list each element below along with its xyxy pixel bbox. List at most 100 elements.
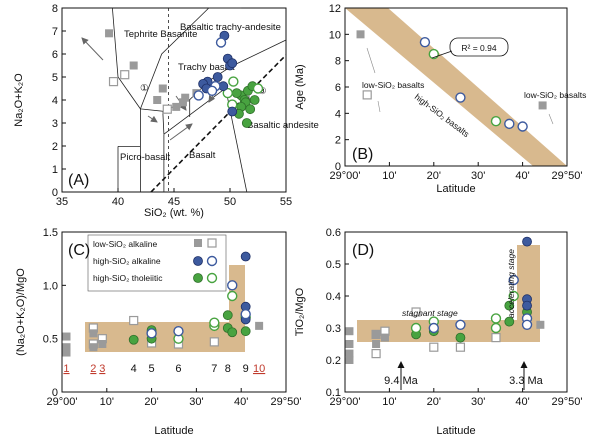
legend-green-filled	[193, 273, 203, 283]
site-label: 2	[90, 363, 96, 375]
xtick-label: 29°00'	[330, 170, 361, 182]
data-point-gray-filled	[105, 29, 114, 38]
data-point-blue-open	[193, 90, 204, 101]
ytick-label: 0	[52, 387, 58, 399]
xtick-label: 45	[168, 196, 180, 208]
data-point-gray-open	[429, 342, 439, 352]
site-label: 8	[225, 363, 231, 375]
data-point-green-filled	[245, 104, 256, 115]
panel-label-b: (B)	[352, 146, 373, 163]
ytick-label: 5	[52, 72, 58, 84]
ytick-label: 10	[329, 29, 341, 41]
ytick-label: 1.0	[43, 280, 58, 292]
data-point-gray-filled	[345, 327, 354, 336]
data-point-gray-filled	[129, 61, 138, 70]
site-label: 4	[131, 363, 137, 375]
data-point-green-open	[227, 290, 238, 302]
data-point-gray-open	[362, 90, 372, 100]
data-point-gray-open	[120, 70, 130, 80]
legend-high-sio2-tholeiitic: high-SiO₂ tholeiitic	[93, 273, 163, 283]
legend-blue-filled	[193, 256, 203, 266]
data-point-gray-filled	[380, 333, 389, 342]
ytick-label: 12	[329, 3, 341, 15]
ytick-label: 0.5	[43, 334, 58, 346]
data-point-gray-filled	[158, 84, 167, 93]
xtick-label: 30'	[189, 396, 203, 408]
accelerating-stage-label: accelerating stage	[506, 249, 516, 318]
data-point-gray-filled	[372, 340, 381, 348]
data-point-blue-open	[517, 121, 528, 132]
data-point-green-filled	[504, 300, 515, 311]
data-point-blue-open	[206, 85, 218, 97]
data-point-green-filled	[249, 95, 260, 105]
label-leader-2	[377, 100, 381, 113]
data-point-gray-filled	[372, 330, 381, 339]
data-point-blue-open	[419, 37, 431, 48]
xtick-label: 20'	[144, 396, 158, 408]
data-point-blue-open	[428, 322, 439, 334]
ytick-label: 1	[52, 164, 58, 176]
data-point-green-filled	[222, 310, 233, 321]
panel-a-ylabel: Na₂O+K₂O	[13, 73, 25, 127]
field-label-basalt: Basalt	[189, 150, 216, 161]
data-point-gray-filled	[89, 343, 98, 352]
field-label-bta: Basaltic trachy-andesite	[180, 22, 281, 33]
panel-a-xlabel: SiO₂ (wt. %)	[144, 207, 204, 219]
legend-green-open	[206, 272, 218, 284]
r2-box	[449, 37, 509, 57]
site-label: 10	[253, 363, 265, 375]
xtick-label: 55	[280, 196, 292, 208]
data-point-gray-filled	[345, 349, 354, 358]
data-point-blue-open	[455, 319, 466, 330]
ytick-label: 0.4	[326, 291, 341, 303]
xtick-label: 30'	[471, 170, 485, 182]
ytick-label: 0	[52, 187, 58, 199]
label-leader-1	[366, 47, 376, 74]
ytick-label: 2	[52, 141, 58, 153]
ytick-label: 4	[52, 95, 58, 107]
field-label-basaltic-andesite: Basaltic andesite	[247, 120, 319, 131]
data-point-green-filled	[227, 327, 238, 338]
low-sio2-label-right: low-SiO₂ basalts	[524, 90, 586, 100]
field-label-picro-basalt: Picro-basalt	[120, 152, 171, 163]
xtick-label: 10'	[100, 396, 114, 408]
site-label: 1	[63, 363, 69, 375]
ytick-label: 6	[335, 82, 341, 94]
site-label: 5	[149, 363, 155, 375]
xtick-label: 30'	[471, 396, 485, 408]
data-point-green-open	[490, 313, 502, 324]
data-point-blue-open	[173, 326, 184, 337]
data-point-blue-open	[504, 118, 515, 130]
legend-gray-open	[207, 238, 217, 248]
tas-boundary-8	[163, 87, 226, 135]
ytick-label: 0.2	[326, 355, 341, 367]
data-point-blue-filled	[522, 300, 532, 311]
panel-b-xlabel: Latitude	[436, 183, 475, 195]
panel-label-c: (C)	[68, 242, 90, 259]
data-point-green-filled	[128, 334, 139, 345]
ytick-label: 0.3	[326, 323, 341, 335]
data-point-gray-filled	[536, 320, 545, 329]
xtick-label: 29°50'	[552, 170, 583, 182]
dashed-divide-line	[150, 54, 287, 193]
ytick-label: 0.5	[326, 259, 341, 271]
data-point-green-filled	[504, 316, 515, 327]
data-point-green-open	[410, 322, 422, 334]
site-label: 7	[211, 363, 217, 375]
field-label-tephrite: Tephrite Basanite	[124, 29, 197, 40]
label-9-4-ma: 9.4 Ma	[384, 375, 419, 387]
site-label: 9	[243, 363, 249, 375]
label-leader-3	[548, 113, 554, 125]
ytick-label: 1.5	[43, 227, 58, 239]
tas-boundary-5	[140, 7, 210, 110]
data-point-gray-filled	[62, 343, 71, 352]
data-point-gray-filled	[255, 321, 264, 330]
trend-band-c	[85, 265, 245, 352]
data-point-gray-open	[491, 333, 501, 343]
data-point-green-open	[508, 290, 519, 302]
data-point-green-filled	[240, 326, 251, 337]
panel-d-ylabel: TiO₂/MgO	[294, 287, 306, 336]
data-point-gray-filled	[89, 329, 98, 338]
tas-boundary-12	[231, 39, 287, 67]
